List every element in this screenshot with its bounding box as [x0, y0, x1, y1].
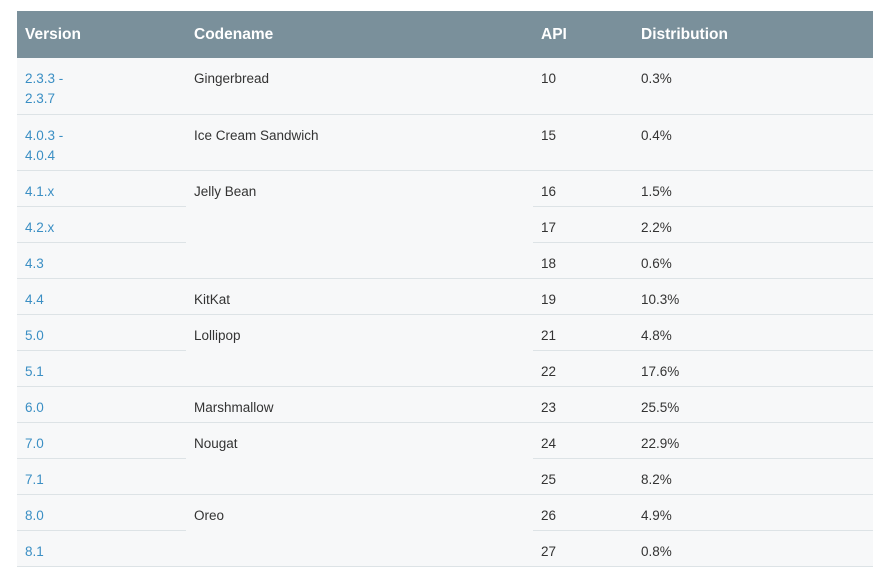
version-cell[interactable]: 5.1: [17, 350, 186, 387]
version-link[interactable]: 2.3.3 - 2.3.7: [25, 71, 64, 106]
api-cell: 24: [533, 422, 633, 459]
api-cell: 27: [533, 530, 633, 567]
api-cell: 19: [533, 278, 633, 315]
distribution-cell: 4.9%: [633, 494, 873, 531]
version-cell[interactable]: 4.4: [17, 278, 186, 315]
table-row: 7.0 Nougat 24 22.9%: [17, 422, 873, 495]
codename-cell: Lollipop: [186, 314, 533, 387]
distribution-cell: 17.6%: [633, 350, 873, 387]
version-link[interactable]: 4.1.x: [25, 183, 55, 199]
api-cell: 21: [533, 314, 633, 351]
table-row: 5.0 Lollipop 21 4.8%: [17, 314, 873, 387]
version-link[interactable]: 8.1: [25, 543, 44, 559]
version-link[interactable]: 6.0: [25, 399, 44, 415]
version-link[interactable]: 4.0.3 - 4.0.4: [25, 127, 64, 163]
header-api: API: [533, 11, 633, 58]
version-link[interactable]: 8.0: [25, 507, 44, 523]
table-row: 4.3 18 0.6%: [17, 242, 873, 279]
version-link[interactable]: 7.1: [25, 471, 44, 487]
codename-cell: Ice Cream Sandwich: [186, 114, 533, 171]
api-cell: 26: [533, 494, 633, 531]
api-cell: 15: [533, 114, 633, 171]
distribution-cell: 0.3%: [633, 58, 873, 115]
table-row: 8.1 27 0.8%: [17, 530, 873, 567]
header-codename: Codename: [186, 11, 533, 58]
table-row: 4.4 KitKat 19 10.3%: [17, 278, 873, 315]
table-row: 2.3.3 - 2.3.7 Gingerbread 10 0.3%: [17, 58, 873, 115]
version-link[interactable]: 5.0: [25, 327, 44, 343]
version-cell[interactable]: 4.2.x: [17, 206, 186, 243]
codename-cell: Gingerbread: [186, 58, 533, 115]
version-cell[interactable]: 7.1: [17, 458, 186, 495]
codename-cell: Marshmallow: [186, 386, 533, 423]
distribution-cell: 22.9%: [633, 422, 873, 459]
api-cell: 22: [533, 350, 633, 387]
table-row: 8.0 Oreo 26 4.9%: [17, 494, 873, 567]
version-link[interactable]: 7.0: [25, 435, 44, 451]
api-cell: 17: [533, 206, 633, 243]
table-row: 7.1 25 8.2%: [17, 458, 873, 495]
distribution-cell: 2.2%: [633, 206, 873, 243]
codename-cell: Jelly Bean: [186, 170, 533, 279]
api-cell: 18: [533, 242, 633, 279]
version-cell[interactable]: 4.0.3 - 4.0.4: [17, 114, 186, 171]
codename-cell: Oreo: [186, 494, 533, 567]
table-row: 4.0.3 - 4.0.4 Ice Cream Sandwich 15 0.4%: [17, 114, 873, 171]
api-cell: 16: [533, 170, 633, 207]
header-version: Version: [17, 11, 186, 58]
distribution-table-container: Version Codename API Distribution 2.3.3 …: [17, 11, 873, 567]
table-header-row: Version Codename API Distribution: [17, 11, 873, 58]
distribution-cell: 0.4%: [633, 114, 873, 171]
version-cell[interactable]: 2.3.3 - 2.3.7: [17, 58, 186, 115]
version-link[interactable]: 5.1: [25, 363, 44, 379]
table-row: 4.2.x 17 2.2%: [17, 206, 873, 243]
distribution-cell: 10.3%: [633, 278, 873, 315]
header-distribution: Distribution: [633, 11, 873, 58]
api-cell: 10: [533, 58, 633, 115]
version-cell[interactable]: 5.0: [17, 314, 186, 351]
android-distribution-table: Version Codename API Distribution 2.3.3 …: [17, 11, 873, 567]
version-cell[interactable]: 6.0: [17, 386, 186, 423]
distribution-cell: 0.6%: [633, 242, 873, 279]
version-cell[interactable]: 4.3: [17, 242, 186, 279]
version-cell[interactable]: 7.0: [17, 422, 186, 459]
distribution-cell: 0.8%: [633, 530, 873, 567]
table-row: 6.0 Marshmallow 23 25.5%: [17, 386, 873, 423]
table-row: 4.1.x Jelly Bean 16 1.5%: [17, 170, 873, 279]
distribution-cell: 1.5%: [633, 170, 873, 207]
version-link[interactable]: 4.3: [25, 255, 44, 271]
version-link[interactable]: 4.4: [25, 291, 44, 307]
version-cell[interactable]: 4.1.x: [17, 170, 186, 207]
version-link[interactable]: 4.2.x: [25, 219, 55, 235]
distribution-cell: 8.2%: [633, 458, 873, 495]
distribution-cell: 4.8%: [633, 314, 873, 351]
table-row: 5.1 22 17.6%: [17, 350, 873, 387]
version-cell[interactable]: 8.0: [17, 494, 186, 531]
distribution-cell: 25.5%: [633, 386, 873, 423]
codename-cell: Nougat: [186, 422, 533, 495]
version-cell[interactable]: 8.1: [17, 530, 186, 567]
api-cell: 25: [533, 458, 633, 495]
codename-cell: KitKat: [186, 278, 533, 315]
api-cell: 23: [533, 386, 633, 423]
